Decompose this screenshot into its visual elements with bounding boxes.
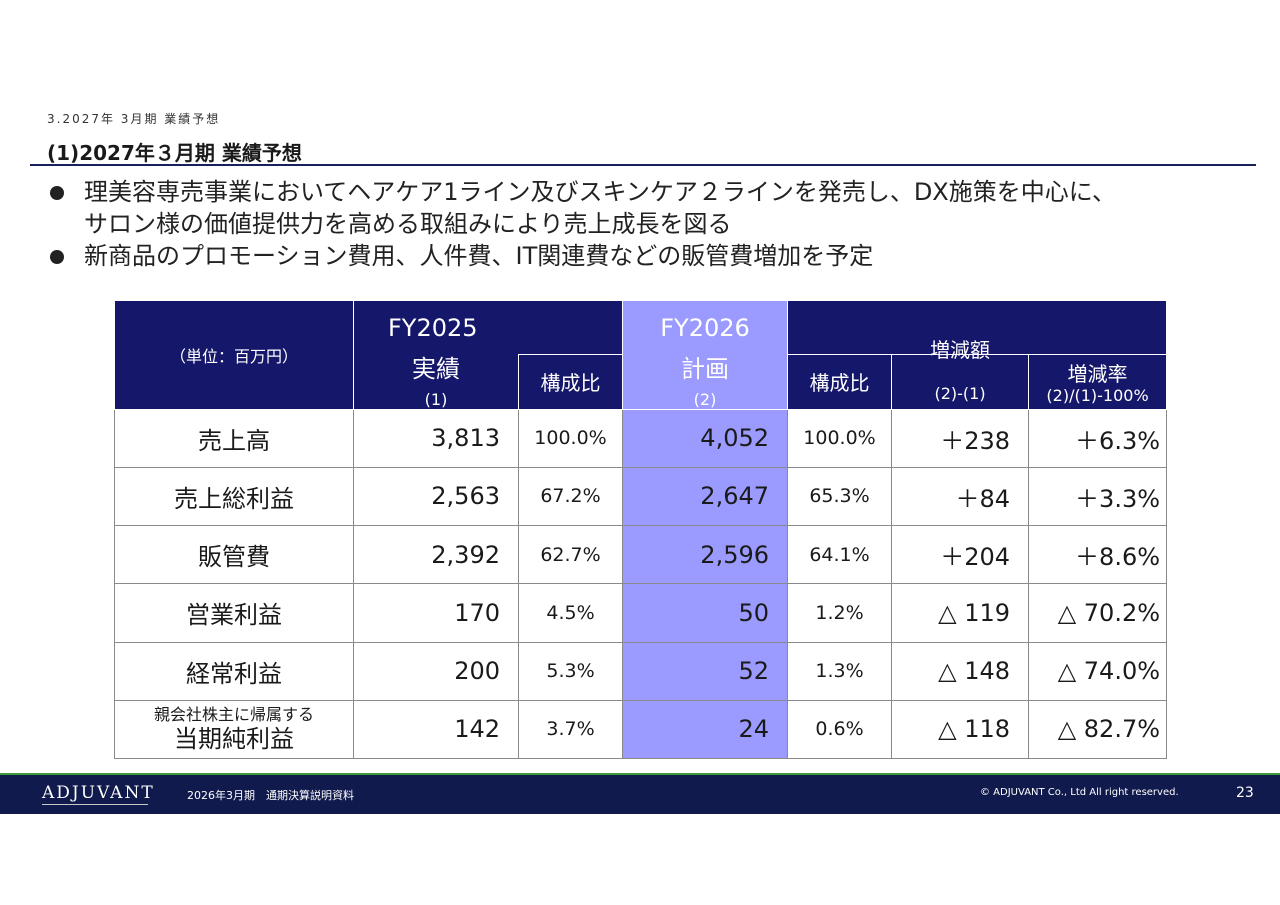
change-amount-formula: (2)-(1) <box>934 384 986 404</box>
row-label-text: 当期純利益 <box>174 725 294 754</box>
fy2025-value: 142 <box>353 699 519 760</box>
fy2026-value: 4,052 <box>622 408 789 468</box>
table-row: 売上総利益 2,563 67.2% 2,647 65.3% ＋84 ＋3.3% <box>114 466 1168 527</box>
row-label: 経常利益 <box>114 641 354 701</box>
fy2025-ref: (1) <box>424 389 448 409</box>
ratio-header-2026: 構成比 <box>787 354 893 410</box>
fy2026-ratio: 64.1% <box>787 524 893 585</box>
footer-bar: ADJUVANT 2026年3月期 通期決算説明資料 © ADJUVANT Co… <box>0 773 1280 814</box>
fy2025-value: 2,563 <box>353 466 519 527</box>
table-row: 販管費 2,392 62.7% 2,596 64.1% ＋204 ＋8.6% <box>114 524 1168 585</box>
page-number: 23 <box>1236 785 1254 801</box>
bullet-text: 新商品のプロモーション費用、人件費、IT関連費などの販管費増加を予定 <box>84 242 874 270</box>
row-label: 販管費 <box>114 524 354 585</box>
change-amount: ＋204 <box>891 524 1030 585</box>
row-label: 親会社株主に帰属する 当期純利益 <box>114 699 354 760</box>
fy2026-year-header: FY2026 <box>622 300 789 355</box>
breadcrumb: 3.2027年 3月期 業績予想 <box>47 112 221 126</box>
change-amount: ＋84 <box>891 466 1030 527</box>
bullet-dot-icon <box>50 250 64 264</box>
change-amount: △ 118 <box>891 699 1030 760</box>
change-amount-label: 増減額 <box>930 338 991 363</box>
fy2026-value: 50 <box>622 583 789 643</box>
change-amount: ＋238 <box>891 408 1030 468</box>
bullet-list: 理美容専売事業においてヘアケア1ライン及びスキンケア２ラインを発売し、DX施策を… <box>50 176 1116 272</box>
fy2025-ratio: 100.0% <box>517 408 624 468</box>
bullet-item: 新商品のプロモーション費用、人件費、IT関連費などの販管費増加を予定 <box>50 240 1116 272</box>
page-title: (1)2027年３月期 業績予想 <box>47 141 302 165</box>
change-amount: △ 119 <box>891 583 1030 643</box>
fy2025-ratio: 3.7% <box>517 699 624 760</box>
fy2025-label: 実績 <box>412 354 460 383</box>
fy2026-ratio: 65.3% <box>787 466 893 527</box>
fy2026-ratio: 0.6% <box>787 699 893 760</box>
row-label: 営業利益 <box>114 583 354 643</box>
fy2025-value: 3,813 <box>353 408 519 468</box>
change-rate-header: 増減率 (2)/(1)-100% <box>1028 354 1168 410</box>
document-title: 2026年3月期 通期決算説明資料 <box>187 789 354 802</box>
forecast-table: （単位：百万円） FY2025 FY2026 実績 (1) 構成比 計画 (2)… <box>114 300 1168 760</box>
fy2025-ratio: 4.5% <box>517 583 624 643</box>
change-rate: ＋8.6% <box>1028 524 1168 585</box>
row-label-text: 経常利益 <box>186 659 282 688</box>
fy2026-value: 2,647 <box>622 466 789 527</box>
table-row: 経常利益 200 5.3% 52 1.3% △ 148 △ 74.0% <box>114 641 1168 701</box>
change-rate: △ 70.2% <box>1028 583 1168 643</box>
fy2025-header: 実績 (1) <box>353 354 519 410</box>
table-row: 売上高 3,813 100.0% 4,052 100.0% ＋238 ＋6.3% <box>114 408 1168 468</box>
title-divider <box>30 164 1256 166</box>
fy2026-header: 計画 (2) <box>622 354 789 410</box>
unit-label: （単位：百万円） <box>114 300 354 410</box>
row-sublabel-text: 親会社株主に帰属する <box>153 705 314 725</box>
copyright: © ADJUVANT Co., Ltd All right reserved. <box>980 787 1179 798</box>
fy2025-ratio: 67.2% <box>517 466 624 527</box>
fy2026-label: 計画 <box>681 354 730 383</box>
company-logo: ADJUVANT <box>42 783 155 803</box>
fy2026-value: 52 <box>622 641 789 701</box>
fy2025-ratio: 62.7% <box>517 524 624 585</box>
fy2025-value: 200 <box>353 641 519 701</box>
fy2025-value: 170 <box>353 583 519 643</box>
logo-underline <box>42 804 148 805</box>
change-rate-formula: (2)/(1)-100% <box>1046 386 1149 406</box>
change-rate: ＋3.3% <box>1028 466 1168 527</box>
bullet-dot-icon <box>50 186 64 200</box>
row-label-text: 営業利益 <box>186 601 282 630</box>
fy2026-ref: (2) <box>693 389 717 409</box>
row-label: 売上総利益 <box>114 466 354 527</box>
row-label: 売上高 <box>114 408 354 468</box>
row-label-text: 販管費 <box>198 543 270 572</box>
change-rate-label: 増減率 <box>1067 362 1128 387</box>
change-rate: △ 82.7% <box>1028 699 1168 760</box>
fy2026-ratio: 1.3% <box>787 641 893 701</box>
row-label-text: 売上総利益 <box>174 484 294 513</box>
table-row: 親会社株主に帰属する 当期純利益 142 3.7% 24 0.6% △ 118 … <box>114 699 1168 760</box>
bullet-item: 理美容専売事業においてヘアケア1ライン及びスキンケア２ラインを発売し、DX施策を… <box>50 176 1116 240</box>
row-label-text: 売上高 <box>198 426 270 455</box>
ratio-header-2025: 構成比 <box>517 354 624 410</box>
fy2025-year-header: FY2025 <box>352 300 624 355</box>
change-rate: △ 74.0% <box>1028 641 1168 701</box>
fy2026-ratio: 1.2% <box>787 583 893 643</box>
change-amount-header: 増減額 (2)-(1) <box>891 338 1030 410</box>
change-header-top <box>787 300 1168 355</box>
change-rate: ＋6.3% <box>1028 408 1168 468</box>
fy2026-value: 24 <box>622 699 789 760</box>
fy2026-value: 2,596 <box>622 524 789 585</box>
fy2026-ratio: 100.0% <box>787 408 893 468</box>
change-amount: △ 148 <box>891 641 1030 701</box>
bullet-text: サロン様の価値提供力を高める取組みにより売上成長を図る <box>84 210 732 238</box>
table-row: 営業利益 170 4.5% 50 1.2% △ 119 △ 70.2% <box>114 583 1168 643</box>
bullet-text: 理美容専売事業においてヘアケア1ライン及びスキンケア２ラインを発売し、DX施策を… <box>84 178 1117 206</box>
fy2025-value: 2,392 <box>353 524 519 585</box>
fy2025-ratio: 5.3% <box>517 641 624 701</box>
